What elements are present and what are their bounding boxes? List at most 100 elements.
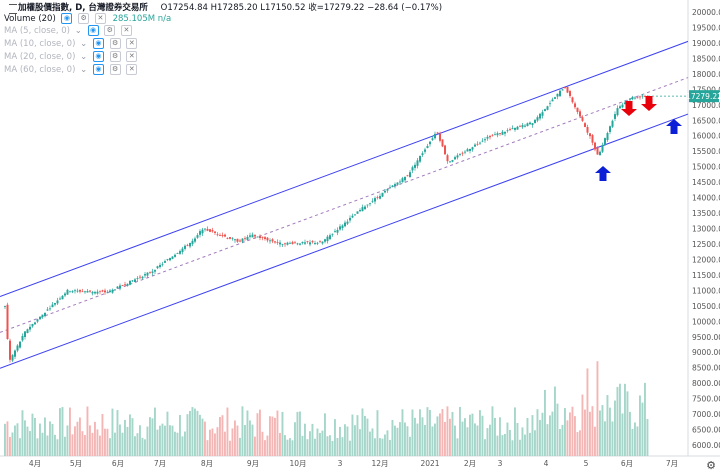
candle-body [336, 229, 339, 233]
close-icon[interactable]: ✕ [120, 25, 132, 36]
candle-body [49, 308, 51, 310]
volume-bar [556, 403, 559, 456]
visibility-icon[interactable]: ◉ [92, 64, 104, 75]
candle-body [571, 97, 574, 103]
volume-bar [161, 423, 164, 456]
candle-body [101, 290, 104, 292]
volume-bar [189, 410, 191, 456]
volume-bar [389, 439, 391, 456]
indicator-ma60[interactable]: MA (60, close, 0) ⌄ ◉ ⚙ ✕ [4, 64, 138, 76]
candle-body [136, 278, 139, 279]
visibility-icon[interactable]: ◉ [92, 51, 104, 62]
candle-body [524, 125, 526, 127]
settings-icon[interactable]: ⚙ [109, 64, 121, 75]
indicator-volume[interactable]: Volume (20) ◉ ⚙ ✕ 285.105M n/a [4, 13, 171, 25]
volume-bar [379, 438, 381, 456]
x-tick-label: 4月 [29, 459, 41, 468]
volume-bar [644, 382, 646, 456]
volume-bar [111, 408, 114, 456]
candle-body [164, 261, 166, 263]
volume-bar [369, 431, 371, 456]
candle-body [246, 236, 249, 240]
settings-icon[interactable]: ⚙ [109, 51, 121, 62]
candle-body [474, 144, 476, 147]
chart-settings-gear-icon[interactable]: ⚙ [706, 459, 716, 472]
visibility-icon[interactable]: ◉ [92, 38, 104, 49]
channel-lower-line[interactable] [0, 113, 689, 369]
volume-bar [201, 418, 204, 456]
indicator-ma10[interactable]: MA (10, close, 0) ⌄ ◉ ⚙ ✕ [4, 38, 138, 50]
candle-body [146, 272, 149, 276]
volume-bar [629, 411, 631, 456]
candle-body [199, 231, 201, 235]
indicator-label: MA (10, close, 0) [4, 39, 76, 49]
candle-body [584, 123, 586, 128]
visibility-icon[interactable]: ◉ [87, 25, 99, 36]
x-tick-label: 2021 [420, 459, 439, 468]
volume-bar [294, 422, 296, 456]
candle-body [131, 280, 134, 282]
ohlc-readout: O17254.84 H17285.20 L17150.52 收=17279.22… [160, 3, 443, 13]
volume-bar [581, 394, 584, 456]
close-icon[interactable]: ✕ [126, 38, 138, 49]
candle-body [334, 231, 336, 233]
candle-body [59, 298, 61, 300]
candle-body [494, 134, 496, 136]
indicator-ma5[interactable]: MA (5, close, 0) ⌄ ◉ ⚙ ✕ [4, 25, 132, 37]
volume-bar [421, 417, 424, 456]
chevron-down-icon[interactable]: ⌄ [80, 65, 88, 75]
volume-bar [84, 435, 86, 456]
close-icon[interactable]: ✕ [126, 64, 138, 75]
price-axis[interactable] [688, 0, 720, 476]
volume-bar [181, 436, 184, 456]
y-tick-label: 9500.00 [692, 333, 720, 342]
candle-body [206, 228, 209, 231]
y-tick-label: 14000.00 [692, 194, 720, 203]
settings-icon[interactable]: ⚙ [109, 38, 121, 49]
candle-body [291, 242, 294, 244]
candle-body [371, 200, 374, 202]
close-icon[interactable]: ✕ [126, 51, 138, 62]
volume-bar [524, 434, 526, 456]
visibility-icon[interactable]: ◉ [61, 13, 73, 24]
chevron-down-icon[interactable]: ⌄ [74, 26, 82, 36]
channel-mid-line[interactable] [0, 77, 689, 333]
channel-upper-line[interactable] [0, 40, 689, 298]
candle-body [196, 235, 199, 238]
chevron-down-icon[interactable]: ⌄ [80, 39, 88, 49]
candle-body [621, 104, 624, 108]
volume-bar [296, 411, 299, 456]
candle-body [541, 112, 544, 116]
candle-body [34, 322, 36, 325]
volume-bar [109, 438, 111, 456]
volume-bar [399, 422, 401, 456]
x-tick-label: 3 [338, 459, 343, 468]
volume-bar [576, 432, 579, 456]
volume-bar [501, 435, 504, 456]
settings-icon[interactable]: ⚙ [104, 25, 116, 36]
red-down-arrow-icon [641, 96, 657, 111]
candle-body [309, 242, 311, 245]
candle-body [121, 285, 124, 286]
volume-bar [199, 414, 201, 456]
candle-body [364, 206, 366, 210]
volume-bar [66, 425, 69, 456]
close-icon[interactable]: ✕ [94, 13, 106, 24]
volume-bar [639, 395, 641, 456]
volume-bar [104, 428, 106, 456]
candle-body [201, 229, 204, 234]
settings-icon[interactable]: ⚙ [78, 13, 90, 24]
candle-body [599, 151, 601, 156]
indicator-ma20[interactable]: MA (20, close, 0) ⌄ ◉ ⚙ ✕ [4, 51, 138, 63]
volume-bar [116, 410, 119, 456]
volume-bar [241, 406, 244, 456]
last-price-label: 17279.22 [686, 92, 720, 101]
candle-body [421, 153, 424, 156]
y-tick-label: 15000.00 [692, 163, 720, 172]
candle-body [126, 283, 129, 286]
volume-bar [281, 411, 284, 456]
candle-body [314, 243, 316, 245]
chevron-down-icon[interactable]: ⌄ [80, 52, 88, 62]
candle-body [271, 239, 274, 242]
